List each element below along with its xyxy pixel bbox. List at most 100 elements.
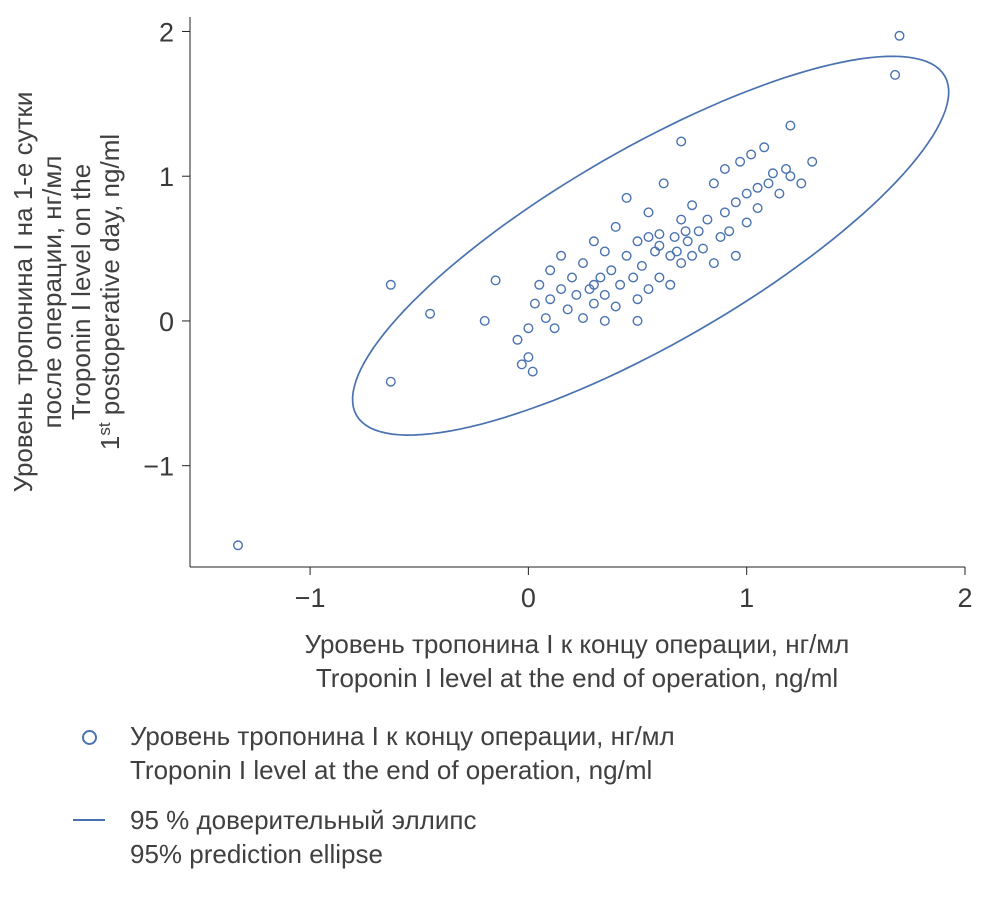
data-point (599, 246, 610, 257)
data-point (693, 226, 704, 237)
data-point (636, 260, 647, 271)
data-point (730, 197, 741, 208)
y-tick-label: 1 (159, 162, 174, 192)
data-point (615, 279, 626, 290)
data-point (599, 315, 610, 326)
data-point (687, 250, 698, 261)
data-point (628, 272, 639, 283)
legend-item-ellipse: 95 % доверительный эллипс 95% prediction… (48, 803, 987, 871)
data-point (567, 272, 578, 283)
data-point (702, 214, 713, 225)
x-axis-label-en: Troponin I level at the end of operation… (315, 663, 839, 693)
data-point (578, 313, 589, 324)
data-point (658, 178, 669, 189)
data-point (774, 188, 785, 199)
data-point (632, 236, 643, 247)
data-point (730, 250, 741, 261)
prediction-ellipse (351, 55, 950, 436)
data-point (610, 221, 621, 232)
data-point (676, 258, 687, 269)
data-point (759, 142, 770, 153)
data-point (715, 231, 726, 242)
data-point (654, 272, 665, 283)
x-tick-label: 0 (521, 583, 536, 613)
data-point (527, 366, 538, 377)
legend: Уровень тропонина I к концу операции, нг… (48, 719, 987, 871)
data-point (763, 178, 774, 189)
data-point (556, 284, 567, 295)
data-point (425, 308, 436, 319)
data-point (529, 298, 540, 309)
legend-points-label-ru: Уровень тропонина I к концу операции, нг… (130, 721, 675, 751)
data-point (643, 284, 654, 295)
data-point (676, 214, 687, 225)
legend-ellipse-label-ru: 95 % доверительный эллипс (130, 805, 477, 835)
data-point (571, 289, 582, 300)
data-point (385, 376, 396, 387)
data-point (741, 217, 752, 228)
scatter-plot: −1 0 1 2 −1 0 1 2 Уровень тропонина I на 1-е сут… (8, 17, 973, 613)
data-point (545, 294, 556, 305)
data-point (610, 301, 621, 312)
data-point (724, 226, 735, 237)
data-point (796, 178, 807, 189)
data-point (606, 265, 617, 276)
data-point (232, 540, 243, 551)
data-point (807, 156, 818, 167)
data-point (654, 229, 665, 240)
legend-item-points: Уровень тропонина I к концу операции, нг… (48, 719, 987, 787)
data-point (632, 315, 643, 326)
data-point (894, 30, 905, 41)
data-point (676, 136, 687, 147)
data-point (523, 352, 534, 363)
data-point (643, 207, 654, 218)
data-point (385, 279, 396, 290)
data-point (588, 236, 599, 247)
data-point (523, 323, 534, 334)
data-point (746, 149, 757, 160)
data-point (632, 294, 643, 305)
data-point (588, 279, 599, 290)
data-point (479, 315, 490, 326)
data-point (588, 298, 599, 309)
data-point (735, 156, 746, 167)
data-point (545, 265, 556, 276)
data-point (741, 188, 752, 199)
y-axis-label-line: 1st postoperative day, ng/ml (95, 134, 125, 450)
data-point (687, 200, 698, 211)
x-axis-label: Уровень тропонина I к концу операции, нг… (0, 627, 987, 695)
y-axis-label-line: Уровень тропонина I на 1-е сутки (8, 92, 38, 493)
data-point (534, 279, 545, 290)
data-point (698, 243, 709, 254)
data-point (752, 203, 763, 214)
data-point (767, 168, 778, 179)
data-point (650, 246, 661, 257)
data-point (562, 304, 573, 315)
y-tick-label: −1 (143, 452, 174, 482)
data-point (671, 246, 682, 257)
x-tick-label: 1 (739, 583, 754, 613)
data-point (599, 289, 610, 300)
y-axis-label-line: после операции, нг/мл (37, 156, 67, 429)
data-point (665, 279, 676, 290)
data-point (682, 236, 693, 247)
data-point (781, 163, 792, 174)
data-point (654, 240, 665, 251)
data-point (549, 323, 560, 334)
data-point (785, 120, 796, 131)
data-point (516, 359, 527, 370)
x-axis-label-ru: Уровень тропонина I к концу операции, нг… (304, 629, 850, 659)
data-point (621, 250, 632, 261)
open-circle-marker-icon (81, 730, 97, 745)
x-tick-label: 2 (957, 583, 972, 613)
data-point (512, 334, 523, 345)
legend-points-label-en: Troponin I level at the end of operation… (130, 755, 653, 785)
data-point (578, 258, 589, 269)
line-marker-icon (73, 819, 105, 821)
data-point (540, 313, 551, 324)
data-point (719, 163, 730, 174)
data-point (890, 69, 901, 80)
data-point (785, 171, 796, 182)
data-point (669, 231, 680, 242)
x-tick-label: −1 (295, 583, 326, 613)
